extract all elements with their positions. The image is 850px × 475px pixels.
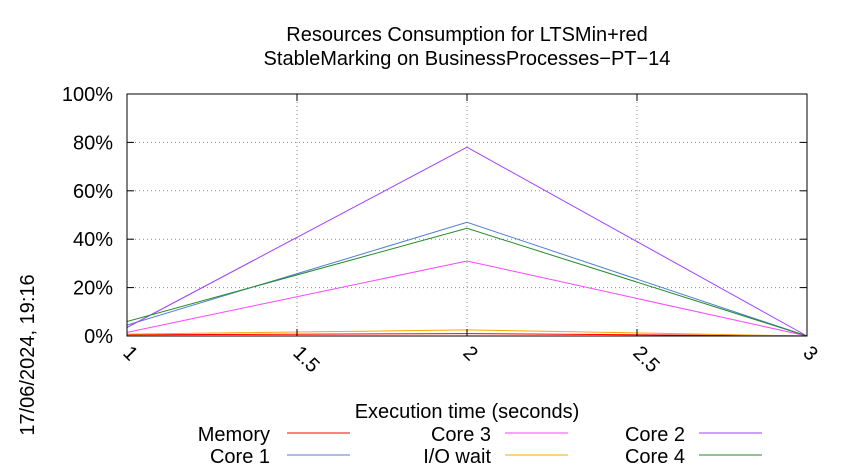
y-axis: 0% 20% 40% 60% 80% 100% xyxy=(62,84,807,348)
series-line-core-3 xyxy=(126,260,808,337)
y-tick-label: 80% xyxy=(73,132,113,154)
legend-label-core-4: Core 4 xyxy=(625,446,685,468)
series-line-core-2 xyxy=(126,146,808,337)
y-tick-label: 0% xyxy=(84,326,113,348)
x-tick-label: 1.5 xyxy=(288,342,323,377)
y-tick-label: 100% xyxy=(62,84,113,106)
x-tick-label: 2 xyxy=(458,342,481,365)
timestamp-label: 17/06/2024, 19:16 xyxy=(17,274,39,435)
y-tick-label: 20% xyxy=(73,278,113,300)
x-tick-label: 2.5 xyxy=(628,342,663,377)
legend-label-memory: Memory xyxy=(198,424,270,446)
series-line-core-4 xyxy=(126,227,808,337)
series-lines xyxy=(126,146,808,337)
legend-label-i-o-wait: I/O wait xyxy=(423,446,491,468)
legend-label-core-3: Core 3 xyxy=(431,424,491,446)
legend: Memory I/O wait Core 1 Core 2 Core 3 Core 4 xyxy=(198,424,762,468)
chart-title-line-1: Resources Consumption for LTSMin+red xyxy=(286,24,647,46)
legend-label-core-1: Core 1 xyxy=(210,446,270,468)
x-tick-label: 3 xyxy=(798,342,821,365)
grid xyxy=(127,94,807,336)
chart-title-line-2: StableMarking on BusinessProcesses−PT−14 xyxy=(264,48,671,70)
y-tick-label: 40% xyxy=(73,229,113,251)
x-axis-label: Execution time (seconds) xyxy=(355,401,580,423)
x-tick-label: 1 xyxy=(118,342,141,365)
legend-label-core-2: Core 2 xyxy=(625,424,685,446)
y-tick-label: 60% xyxy=(73,181,113,203)
